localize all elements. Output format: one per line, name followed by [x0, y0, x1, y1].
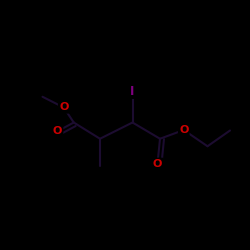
Text: O: O — [53, 126, 62, 136]
Text: O: O — [153, 159, 162, 169]
Text: I: I — [130, 85, 135, 98]
Text: O: O — [179, 125, 188, 135]
Text: O: O — [59, 102, 69, 113]
